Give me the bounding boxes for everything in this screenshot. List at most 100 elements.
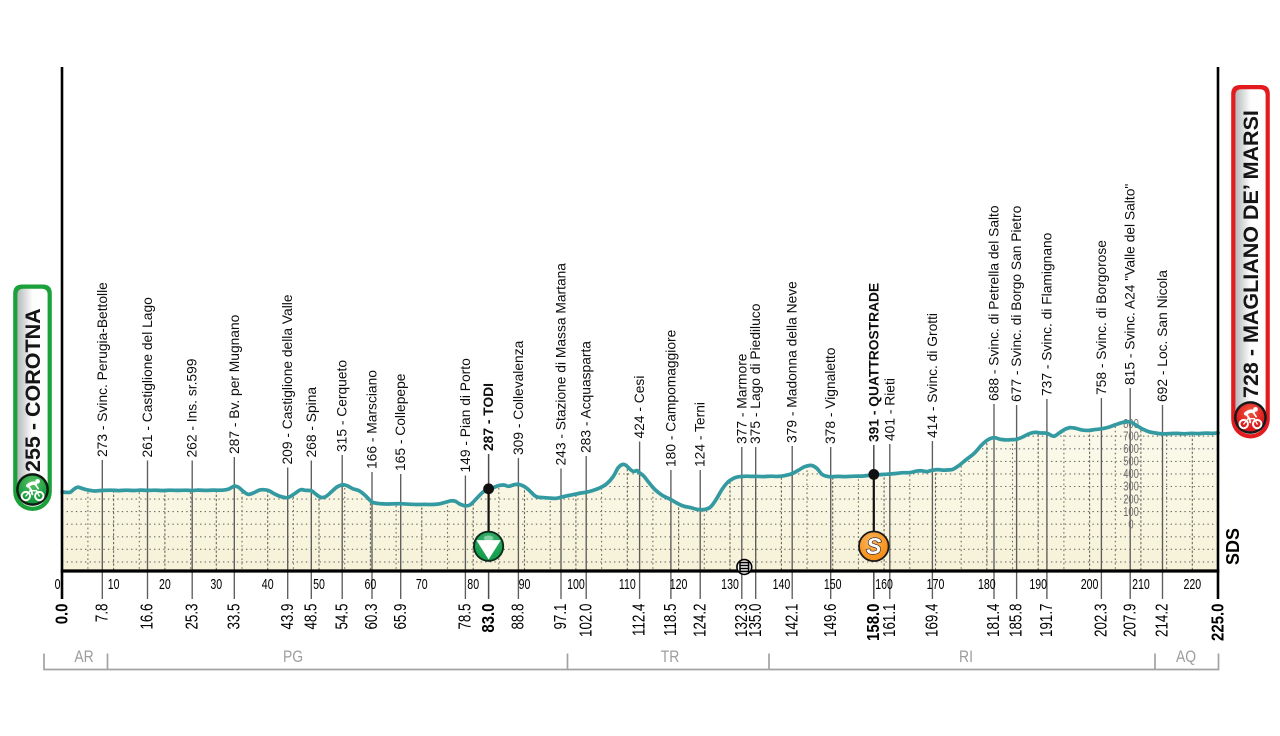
svg-text:PG: PG: [283, 648, 303, 667]
svg-text:160: 160: [875, 576, 893, 592]
svg-text:149 - Pian di Porto: 149 - Pian di Porto: [458, 358, 473, 473]
svg-text:S: S: [866, 533, 882, 559]
svg-text:120: 120: [670, 576, 688, 592]
svg-text:118.5: 118.5: [661, 603, 680, 636]
svg-text:140: 140: [773, 576, 791, 592]
svg-text:90: 90: [519, 576, 531, 592]
svg-text:102.0: 102.0: [577, 603, 596, 637]
svg-text:161.1: 161.1: [880, 604, 899, 637]
svg-text:309 - Collevalenza: 309 - Collevalenza: [511, 340, 526, 455]
svg-text:414 - Svinc. di Grotti: 414 - Svinc. di Grotti: [925, 313, 940, 438]
svg-text:165 - Collepepe: 165 - Collepepe: [393, 373, 408, 471]
svg-text:391 - QUATTROSTRADE: 391 - QUATTROSTRADE: [866, 283, 881, 442]
svg-text:112.4: 112.4: [630, 603, 649, 636]
svg-text:207.9: 207.9: [1121, 604, 1140, 637]
svg-text:210: 210: [1132, 576, 1150, 592]
svg-text:124 - Terni: 124 - Terni: [693, 402, 708, 467]
svg-text:AQ: AQ: [1176, 648, 1196, 667]
svg-text:377 - Marmore: 377 - Marmore: [734, 353, 749, 444]
svg-text:728 - MAGLIANO DE’ MARSI: 728 - MAGLIANO DE’ MARSI: [1239, 110, 1263, 398]
svg-text:225.0: 225.0: [1208, 604, 1227, 641]
svg-text:300: 300: [1123, 480, 1139, 494]
svg-text:180: 180: [978, 576, 996, 592]
svg-text:142.1: 142.1: [783, 604, 802, 637]
svg-text:100: 100: [1123, 505, 1139, 519]
svg-text:700: 700: [1123, 430, 1139, 444]
svg-text:150: 150: [824, 576, 842, 592]
svg-text:185.8: 185.8: [1007, 603, 1026, 637]
svg-text:190: 190: [1029, 576, 1047, 592]
svg-text:48.5: 48.5: [302, 603, 321, 629]
svg-text:0: 0: [55, 576, 61, 592]
svg-text:40: 40: [262, 576, 274, 592]
svg-text:273 - Svinc. Perugia-Bettolle: 273 - Svinc. Perugia-Bettolle: [95, 282, 110, 457]
svg-text:60.3: 60.3: [362, 604, 381, 630]
svg-text:33.5: 33.5: [225, 603, 244, 629]
svg-text:50: 50: [313, 576, 325, 592]
svg-text:424 - Cesi: 424 - Cesi: [632, 376, 647, 439]
svg-text:191.7: 191.7: [1037, 604, 1056, 637]
svg-text:0: 0: [1128, 518, 1133, 532]
svg-text:65.9: 65.9: [391, 604, 410, 630]
svg-text:16.6: 16.6: [138, 604, 157, 630]
svg-text:688 - Svinc. di Petrella del S: 688 - Svinc. di Petrella del Salto: [987, 205, 1002, 401]
svg-text:RI: RI: [959, 648, 973, 667]
svg-text:54.5: 54.5: [333, 603, 352, 629]
svg-text:600: 600: [1123, 443, 1139, 457]
svg-text:180 - Campomaggiore: 180 - Campomaggiore: [663, 329, 678, 467]
svg-text:375 - Lago di Piediluco: 375 - Lago di Piediluco: [748, 303, 763, 444]
svg-text:132.3: 132.3: [732, 604, 751, 637]
svg-text:100: 100: [567, 576, 585, 592]
svg-text:20: 20: [159, 576, 171, 592]
svg-text:737 - Svinc. di Flamignano: 737 - Svinc. di Flamignano: [1039, 232, 1054, 396]
svg-text:70: 70: [416, 576, 428, 592]
svg-text:135.0: 135.0: [746, 603, 765, 637]
svg-text:25.3: 25.3: [183, 604, 202, 630]
svg-text:268 - Spina: 268 - Spina: [304, 387, 319, 458]
svg-text:287 - TODI: 287 - TODI: [481, 383, 496, 451]
svg-text:500: 500: [1123, 455, 1139, 469]
svg-text:262 - Ins. sr.599: 262 - Ins. sr.599: [185, 358, 200, 457]
svg-text:378 - Vignaletto: 378 - Vignaletto: [823, 347, 838, 444]
svg-text:283 - Acquasparta: 283 - Acquasparta: [579, 341, 594, 453]
svg-text:88.8: 88.8: [509, 603, 528, 629]
svg-text:758 - Svinc. di Borgorose: 758 - Svinc. di Borgorose: [1094, 240, 1109, 395]
svg-text:400: 400: [1123, 468, 1139, 482]
svg-text:AR: AR: [74, 648, 93, 667]
svg-text:220: 220: [1183, 576, 1201, 592]
svg-text:243 - Stazione di Massa Martan: 243 - Stazione di Massa Martana: [554, 263, 569, 466]
svg-text:SDS: SDS: [1223, 528, 1243, 565]
svg-text:124.2: 124.2: [691, 604, 710, 637]
svg-text:149.6: 149.6: [821, 604, 840, 637]
svg-text:202.3: 202.3: [1092, 604, 1111, 637]
svg-text:130: 130: [721, 576, 739, 592]
svg-text:158.0: 158.0: [864, 604, 883, 641]
svg-text:255 - COROTNA: 255 - COROTNA: [21, 308, 45, 472]
svg-text:200: 200: [1123, 493, 1139, 507]
svg-text:60: 60: [365, 576, 377, 592]
svg-text:169.4: 169.4: [923, 603, 942, 637]
svg-text:379 - Madonna della Neve: 379 - Madonna della Neve: [785, 281, 800, 443]
svg-text:315 - Cerqueto: 315 - Cerqueto: [335, 360, 350, 452]
svg-text:401 - Rieti: 401 - Rieti: [882, 378, 897, 441]
svg-text:209 - Castiglione della Valle: 209 - Castiglione della Valle: [280, 294, 295, 464]
svg-text:0.0: 0.0: [53, 604, 72, 625]
svg-text:80: 80: [467, 576, 479, 592]
svg-text:30: 30: [210, 576, 222, 592]
svg-text:181.4: 181.4: [984, 603, 1003, 637]
svg-text:287 - Bv. per Mugnano: 287 - Bv. per Mugnano: [227, 314, 242, 454]
svg-text:83.0: 83.0: [479, 604, 498, 633]
svg-text:10: 10: [108, 576, 120, 592]
svg-text:677 - Svinc. di Borgo San Piet: 677 - Svinc. di Borgo San Pietro: [1009, 205, 1024, 402]
svg-text:170: 170: [927, 576, 945, 592]
svg-text:TR: TR: [661, 648, 680, 667]
svg-text:78.5: 78.5: [456, 603, 475, 629]
svg-text:166 - Marsciano: 166 - Marsciano: [365, 370, 380, 469]
svg-text:43.9: 43.9: [278, 604, 297, 630]
svg-text:815 - Svinc. A24 "Valle del Sa: 815 - Svinc. A24 "Valle del Salto": [1123, 184, 1138, 385]
svg-text:97.1: 97.1: [551, 604, 570, 630]
svg-text:692 - Loc. San Nicola: 692 - Loc. San Nicola: [1155, 270, 1170, 402]
svg-text:261 - Castiglione del Lago: 261 - Castiglione del Lago: [140, 297, 155, 458]
svg-text:200: 200: [1081, 576, 1099, 592]
svg-text:7.8: 7.8: [93, 603, 112, 622]
